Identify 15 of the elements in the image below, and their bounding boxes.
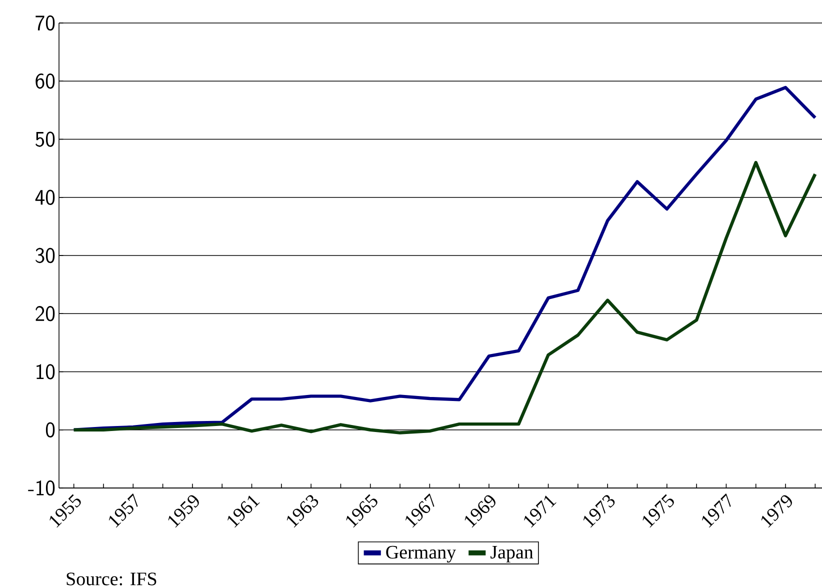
x-tick-label: 1971: [524, 496, 556, 528]
legend-label: Germany: [386, 546, 456, 563]
y-tick-label: 60: [36, 74, 55, 89]
y-tick-label: 70: [36, 15, 55, 31]
y-tick-label: -10: [28, 480, 55, 496]
y-tick-label: 30: [36, 248, 55, 264]
y-tick-label: 50: [36, 132, 55, 147]
source-note: Source: IFS: [66, 572, 156, 586]
y-tick-label: 40: [35, 190, 55, 205]
x-tick-label: 1961: [228, 496, 260, 528]
y-tick-label: 10: [36, 364, 55, 380]
legend-label: Japan: [490, 546, 534, 562]
y-tick-label: 20: [36, 306, 55, 322]
y-tick-label: 0: [46, 422, 55, 438]
line-series: [72, 86, 817, 432]
